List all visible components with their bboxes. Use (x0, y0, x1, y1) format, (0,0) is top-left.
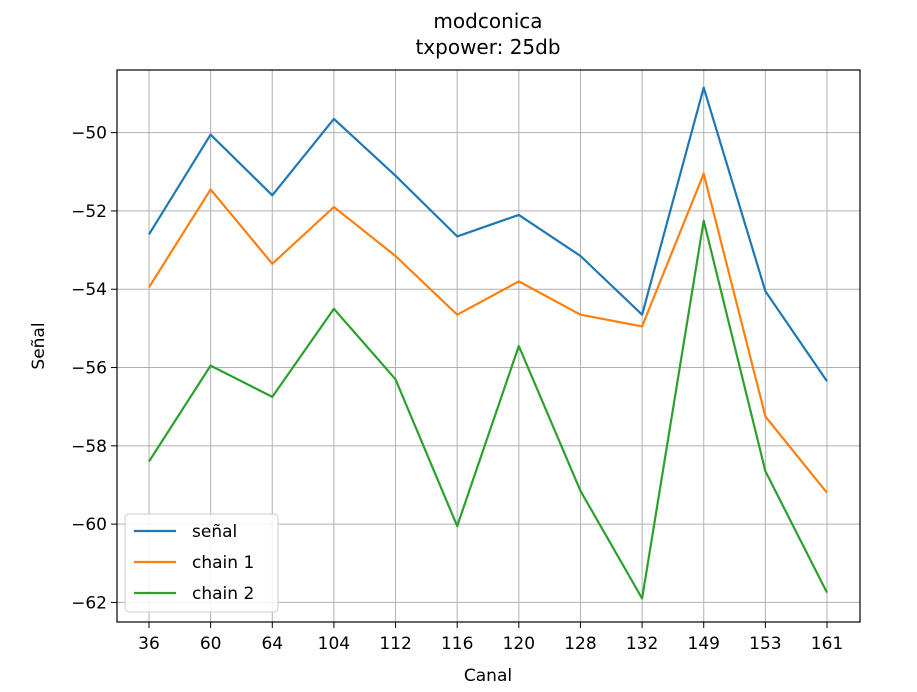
y-tick-label: −62 (71, 593, 107, 613)
x-tick-label: 116 (441, 634, 473, 654)
x-tick-label: 132 (626, 634, 658, 654)
y-tick-label: −58 (71, 437, 107, 457)
plot-frame (116, 69, 861, 623)
y-tick-label: −52 (71, 202, 107, 222)
x-tick-label: 60 (200, 634, 222, 654)
y-tick-label: −54 (71, 280, 107, 300)
y-axis-label: Señal (29, 322, 49, 369)
y-tick-label: −60 (71, 515, 107, 535)
legend-label: chain 2 (192, 584, 254, 604)
grid (117, 70, 860, 622)
x-tick-label: 149 (688, 634, 720, 654)
chart-subtitle: txpower: 25db (415, 35, 560, 59)
x-tick-label: 120 (503, 634, 535, 654)
y-tick-label: −56 (71, 359, 107, 379)
x-tick-label: 36 (138, 634, 160, 654)
y-axis-ticks: −50 −52 −54 −56 −58 −60 −62 (71, 124, 117, 613)
chart-title: modconica (433, 9, 542, 33)
x-tick-label: 112 (379, 634, 411, 654)
series-line-2 (148, 172, 828, 494)
legend-label: señal (192, 522, 237, 542)
legend: señal chain 1 chain 2 (124, 513, 279, 613)
series-line-1 (148, 86, 828, 382)
series-line-3 (148, 219, 828, 600)
x-tick-label: 104 (318, 634, 350, 654)
x-tick-label: 128 (564, 634, 596, 654)
x-axis-ticks: 36 60 64 104 112 116 120 128 132 149 153 161 (138, 622, 843, 654)
x-tick-label: 161 (811, 634, 843, 654)
x-axis-label: Canal (464, 666, 512, 686)
legend-label: chain 1 (192, 553, 254, 573)
x-tick-label: 153 (749, 634, 781, 654)
y-tick-label: −50 (71, 124, 107, 144)
legend-box (124, 513, 279, 613)
series-lines (148, 86, 828, 600)
x-tick-label: 64 (261, 634, 283, 654)
